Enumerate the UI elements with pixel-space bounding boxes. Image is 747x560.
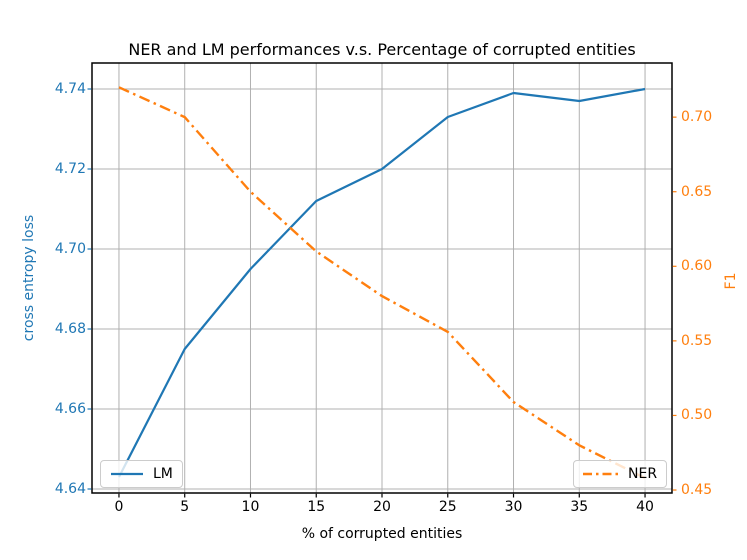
left-y-tick-label: 4.64 (54, 481, 86, 497)
legend-ner-line-sample (583, 472, 619, 476)
x-tick-label: 15 (307, 499, 326, 515)
right-y-tick-label: 0.45 (681, 482, 713, 499)
right-y-tick-label: 0.55 (681, 332, 713, 349)
right-y-tick-label: 0.70 (681, 109, 713, 126)
left-y-tick-label: 4.70 (54, 241, 86, 257)
left-y-tick-label: 4.74 (54, 81, 86, 97)
x-tick-label: 0 (114, 499, 124, 515)
left-y-tick-label: 4.66 (54, 401, 86, 417)
chart-title: NER and LM performances v.s. Percentage … (128, 40, 636, 59)
right-y-tick-label: 0.50 (681, 407, 713, 424)
legend-ner-label: NER (628, 466, 658, 482)
x-axis-label: % of corrupted entities (301, 526, 463, 542)
left-y-tick-label: 4.68 (54, 321, 86, 337)
right-y-tick-label: 0.60 (681, 258, 713, 275)
x-tick-label: 25 (438, 499, 457, 515)
series-line-lm (118, 87, 646, 478)
legend-lm: LM (100, 460, 183, 488)
axes-spines (91, 62, 673, 494)
legend-lm-label: LM (153, 466, 173, 482)
x-tick-label: 5 (180, 499, 190, 515)
x-tick-label: 40 (636, 499, 654, 515)
x-tick-label: 30 (504, 499, 523, 515)
right-y-tick-label: 0.65 (681, 183, 713, 200)
x-tick-label: 10 (241, 499, 260, 515)
legend-lm-line-sample (111, 472, 143, 476)
x-tick-label: 35 (570, 499, 589, 515)
x-tick-label: 20 (373, 499, 391, 515)
legend-ner: NER (573, 460, 668, 488)
series-line-ner (118, 86, 646, 480)
right-y-axis-label: F1 (723, 272, 739, 290)
left-y-tick-label: 4.72 (54, 161, 86, 177)
